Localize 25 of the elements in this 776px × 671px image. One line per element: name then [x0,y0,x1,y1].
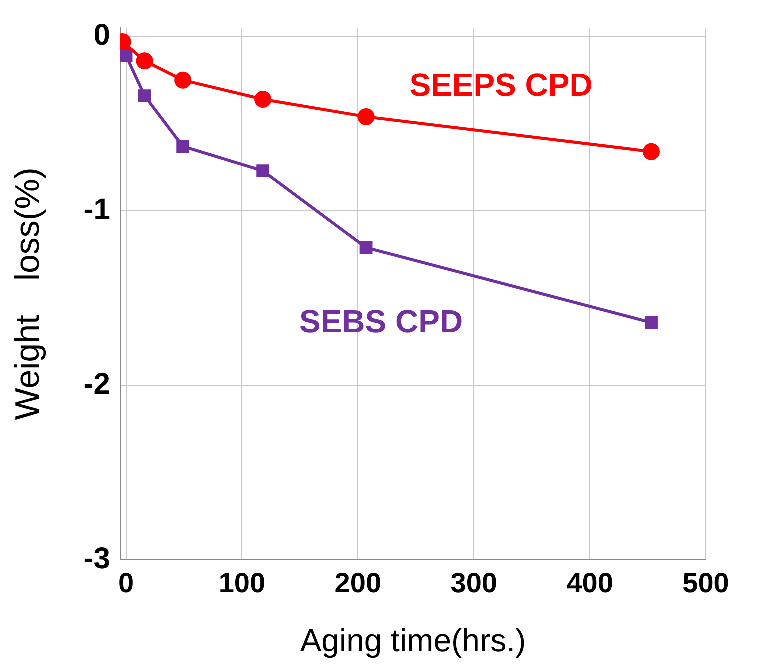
point [643,143,660,160]
point [645,316,658,330]
x-axis-title: Aging time(hrs.) [300,622,526,659]
point [138,90,152,102]
x-tick-label: 400 [566,568,614,599]
point [254,91,272,108]
y-tick-label: -1 [84,193,110,226]
y-axis-title: Weight loss(%) [8,168,47,420]
x-tick-label: 200 [334,568,382,599]
y-tick-label: -3 [84,542,110,576]
x-tick-label: 500 [682,568,730,599]
point [360,241,373,254]
x-tick-label: 0 [118,568,134,599]
point [176,140,190,154]
point [136,52,154,70]
series-label: SEEPS CPD [410,66,593,103]
y-tick-label: -2 [84,368,110,401]
y-tick-label: 0 [94,18,110,52]
point [174,72,192,89]
x-tick-label: 300 [450,568,498,599]
series-label: SEBS CPD [299,304,464,340]
point [120,49,133,62]
x-tick-label: 100 [218,568,266,599]
point [256,164,270,178]
point [358,108,375,126]
